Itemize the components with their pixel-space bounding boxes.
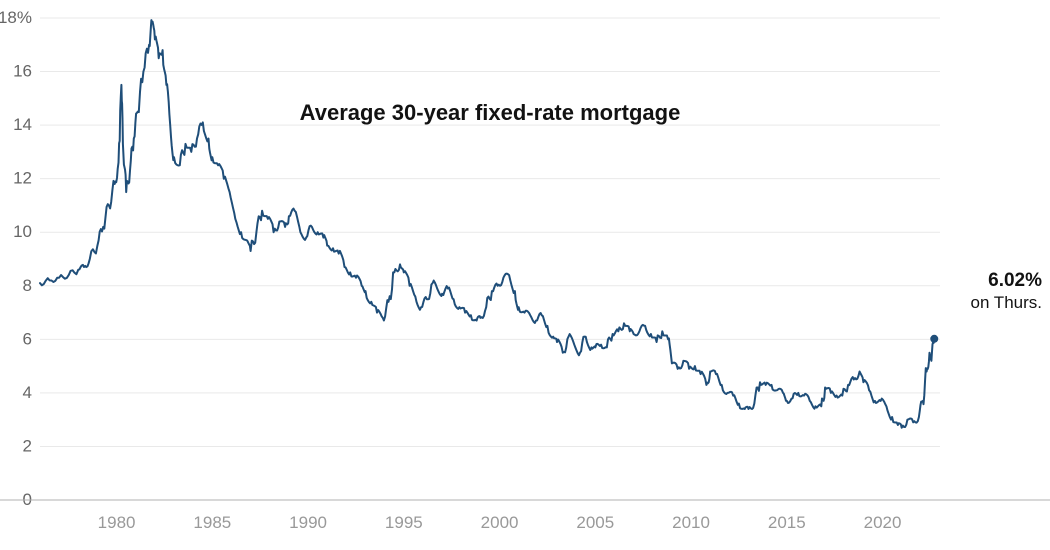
- x-tick-label: 2010: [672, 513, 710, 532]
- y-tick-label: 4: [23, 383, 32, 402]
- x-tick-label: 1990: [289, 513, 327, 532]
- y-tick-label: 8: [23, 276, 32, 295]
- callout-value: 6.02%: [988, 270, 1042, 291]
- x-tick-label: 2015: [768, 513, 806, 532]
- chart-svg: 024681012141618%198019851990199520002005…: [0, 0, 1050, 550]
- chart-title: Average 30-year fixed-rate mortgage: [300, 100, 681, 125]
- y-tick-label: 14: [13, 115, 32, 134]
- y-tick-label: 12: [13, 169, 32, 188]
- x-tick-label: 1980: [98, 513, 136, 532]
- x-tick-label: 2020: [864, 513, 902, 532]
- y-tick-label: 18%: [0, 8, 32, 27]
- mortgage-rate-chart: 024681012141618%198019851990199520002005…: [0, 0, 1050, 550]
- y-tick-label: 6: [23, 329, 32, 348]
- end-point-dot: [930, 335, 938, 343]
- x-tick-label: 2000: [481, 513, 519, 532]
- y-tick-label: 10: [13, 222, 32, 241]
- x-tick-label: 1995: [385, 513, 423, 532]
- y-tick-label: 2: [23, 436, 32, 455]
- x-tick-label: 1985: [193, 513, 231, 532]
- callout-sublabel: on Thurs.: [970, 293, 1042, 312]
- rate-line: [40, 20, 934, 428]
- x-tick-label: 2005: [576, 513, 614, 532]
- y-tick-label: 16: [13, 62, 32, 81]
